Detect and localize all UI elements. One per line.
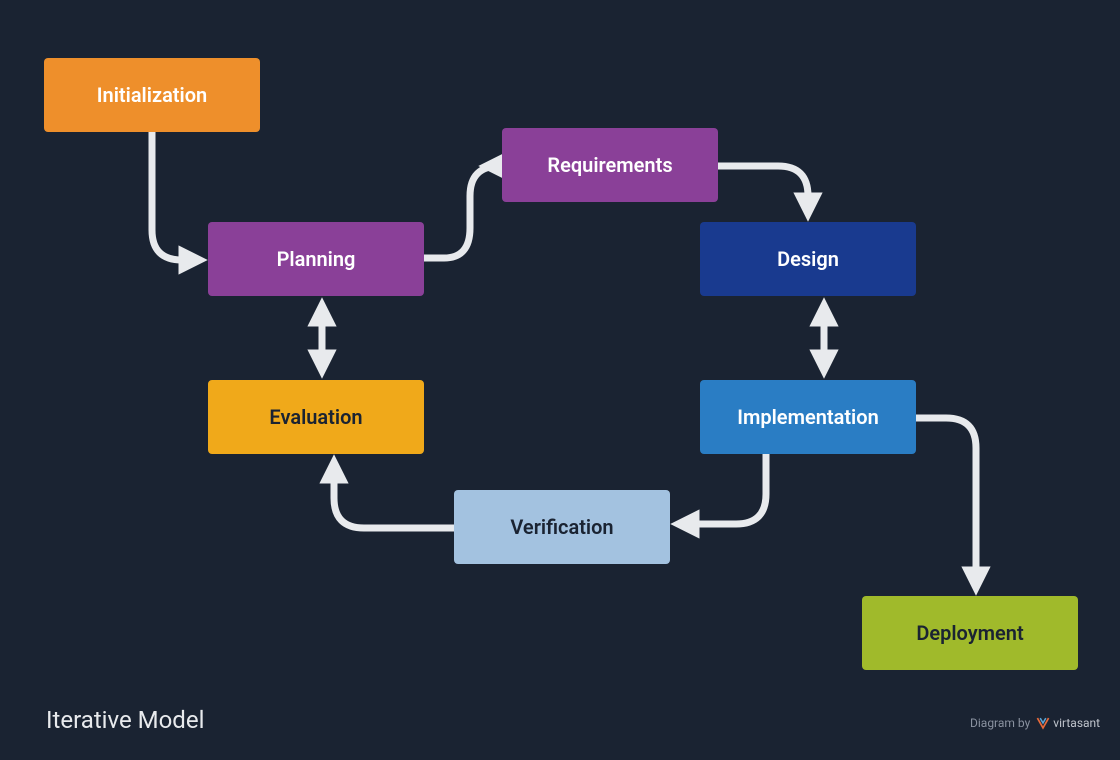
virtasant-logo-icon <box>1036 716 1050 730</box>
node-label: Planning <box>277 247 356 271</box>
node-label: Design <box>777 247 839 271</box>
node-label: Deployment <box>916 621 1023 645</box>
node-label: Verification <box>510 515 613 539</box>
credit-prefix: Diagram by <box>970 716 1030 730</box>
node-label: Requirements <box>547 153 672 177</box>
node-label: Implementation <box>737 405 879 429</box>
node-implementation: Implementation <box>700 380 916 454</box>
diagram-credit: Diagram by virtasant <box>970 716 1100 730</box>
diagram-title: Iterative Model <box>46 706 204 734</box>
node-design: Design <box>700 222 916 296</box>
credit-brand: virtasant <box>1036 716 1100 730</box>
node-planning: Planning <box>208 222 424 296</box>
node-label: Initialization <box>97 83 207 107</box>
node-evaluation: Evaluation <box>208 380 424 454</box>
node-verification: Verification <box>454 490 670 564</box>
node-deployment: Deployment <box>862 596 1078 670</box>
node-requirements: Requirements <box>502 128 718 202</box>
node-label: Evaluation <box>269 405 362 429</box>
node-initialization: Initialization <box>44 58 260 132</box>
